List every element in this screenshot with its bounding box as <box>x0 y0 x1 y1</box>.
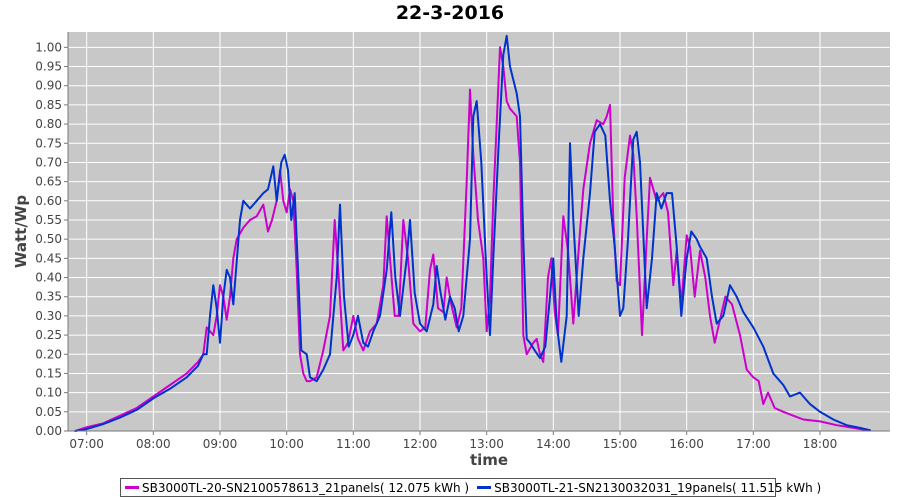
y-tick-label: 0.70 <box>35 155 62 169</box>
y-tick-label: 0.75 <box>35 136 62 150</box>
y-tick-label: 0.50 <box>35 232 62 246</box>
y-tick-label: 0.05 <box>35 405 62 419</box>
legend-item-2: SB3000TL-21-SN2130032031_19panels( 11.51… <box>477 481 821 495</box>
y-tick-label: 0.90 <box>35 79 62 93</box>
y-tick-label: 0.20 <box>35 347 62 361</box>
legend: SB3000TL-20-SN2100578613_21panels( 12.07… <box>120 478 821 497</box>
y-tick-label: 0.40 <box>35 271 62 285</box>
y-tick-label: 0.30 <box>35 309 62 323</box>
legend-swatch <box>125 486 139 489</box>
axes: 0.00 0.05 0.10 0.15 0.20 0.25 0.30 0.35 0.40 0.45… <box>35 32 890 451</box>
x-tick-label: 17:00 <box>736 437 771 451</box>
y-tick-label: 0.35 <box>35 290 62 304</box>
x-tick-label: 13:00 <box>469 437 504 451</box>
y-tick-label: 0.25 <box>35 328 62 342</box>
y-tick-label: 1.00 <box>35 40 62 54</box>
x-tick-label: 16:00 <box>669 437 704 451</box>
x-tick-label: 12:00 <box>403 437 438 451</box>
x-tick-label: 07:00 <box>69 437 104 451</box>
y-tick-label: 0.80 <box>35 117 62 131</box>
x-tick-label: 08:00 <box>136 437 171 451</box>
line-chart: 0.00 0.05 0.10 0.15 0.20 0.25 0.30 0.35 0.40 0.45… <box>12 32 890 469</box>
series-lines <box>74 34 871 432</box>
chart-title: 22-3-2016 <box>395 2 505 24</box>
legend-swatch <box>477 486 492 489</box>
x-tick-label: 10:00 <box>269 437 304 451</box>
series-line-1 <box>74 46 868 432</box>
x-tick-label: 15:00 <box>603 437 638 451</box>
x-tick-label: 09:00 <box>203 437 238 451</box>
legend-label: SB3000TL-20-SN2100578613_21panels( 12.07… <box>142 480 470 495</box>
x-tick-label: 11:00 <box>336 437 371 451</box>
series-line-2 <box>74 34 871 432</box>
y-axis-label: Watt/Wp <box>12 195 30 268</box>
y-tick-label: 0.45 <box>35 251 62 265</box>
y-tick-label: 0.00 <box>35 424 62 438</box>
x-tick-label: 14:00 <box>536 437 571 451</box>
y-tick-label: 0.65 <box>35 175 62 189</box>
x-tick-label: 18:00 <box>803 437 838 451</box>
x-axis-label: time <box>470 451 508 469</box>
y-tick-label: 0.85 <box>35 98 62 112</box>
y-tick-label: 0.55 <box>35 213 62 227</box>
legend-item-1: SB3000TL-20-SN2100578613_21panels( 12.07… <box>125 481 469 495</box>
y-tick-label: 0.10 <box>35 386 62 400</box>
legend-label: SB3000TL-21-SN2130032031_19panels( 11.51… <box>494 480 822 495</box>
y-tick-label: 0.60 <box>35 194 62 208</box>
y-tick-label: 0.15 <box>35 366 62 380</box>
y-tick-label: 0.95 <box>35 60 62 74</box>
